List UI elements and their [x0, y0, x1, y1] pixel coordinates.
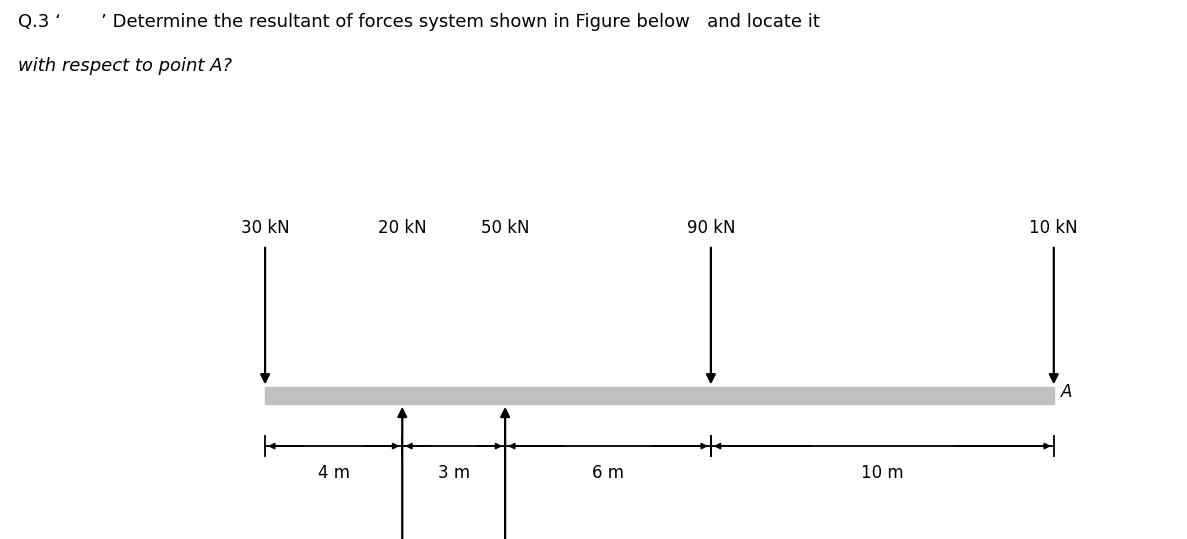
Text: 3 m: 3 m [438, 464, 470, 482]
Text: A: A [1061, 383, 1072, 402]
Text: 10 m: 10 m [861, 464, 903, 482]
Text: 6 m: 6 m [592, 464, 624, 482]
Text: 20 kN: 20 kN [377, 219, 426, 237]
Text: 90 kN: 90 kN [686, 219, 735, 237]
Text: 50 kN: 50 kN [481, 219, 529, 237]
Text: Q.3 ‘       ’ Determine the resultant of forces system shown in Figure below   a: Q.3 ‘ ’ Determine the resultant of force… [18, 13, 820, 31]
Text: with respect to point A?: with respect to point A? [18, 57, 231, 74]
Bar [265, 387, 1054, 404]
Text: 30 kN: 30 kN [241, 219, 290, 237]
Text: 10 kN: 10 kN [1029, 219, 1078, 237]
Text: 4 m: 4 m [318, 464, 350, 482]
